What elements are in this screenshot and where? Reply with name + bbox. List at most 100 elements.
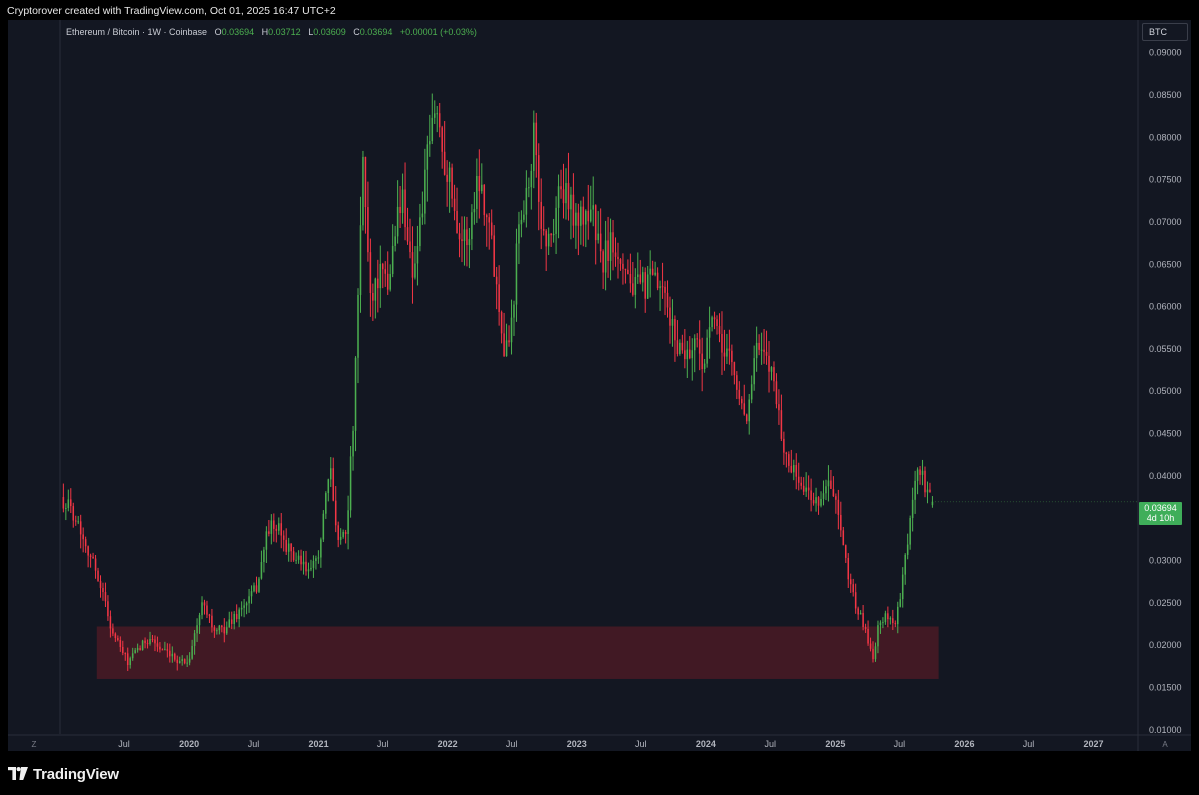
candle-body — [899, 599, 902, 607]
candle-body — [847, 557, 850, 580]
candle-body — [285, 539, 287, 552]
currency-badge[interactable]: BTC — [1142, 23, 1188, 41]
candle-body — [748, 399, 750, 422]
candle-body — [171, 653, 174, 657]
candle-body — [468, 239, 471, 246]
candle-body — [255, 585, 258, 592]
candle-body — [723, 352, 726, 357]
y-tick-label: 0.03000 — [1149, 556, 1182, 566]
candle-body — [295, 559, 297, 561]
candle-body — [161, 649, 164, 651]
candle-body — [755, 342, 758, 359]
candle-body — [743, 403, 746, 415]
candle-body — [577, 212, 580, 226]
candle-body — [790, 465, 793, 473]
candle-body — [607, 240, 609, 261]
candle-body — [211, 615, 213, 628]
candle-body — [372, 292, 374, 301]
candle-body — [867, 628, 869, 644]
candle-body — [178, 660, 181, 664]
legend-low-key: L — [308, 27, 314, 37]
candle-body — [466, 229, 468, 246]
candle-body — [684, 350, 686, 360]
candle-body — [671, 319, 674, 326]
candle-body — [166, 649, 169, 651]
candle-body — [181, 659, 183, 661]
legend-high-key: H — [261, 27, 269, 37]
candle-body — [312, 560, 315, 568]
legend-close-key: C — [353, 27, 360, 37]
legend-change: +0.00001 (+0.03%) — [399, 27, 477, 37]
candle-body — [250, 591, 253, 597]
candle-body — [92, 556, 94, 559]
candle-body — [508, 340, 510, 343]
candle-body — [495, 276, 498, 285]
candle-body — [822, 493, 825, 499]
candle-body — [265, 531, 268, 550]
candle-body — [929, 489, 931, 493]
candle-body — [877, 625, 879, 647]
x-tick-label: 2023 — [567, 739, 587, 749]
candle-body — [374, 278, 377, 301]
candle-body — [897, 606, 899, 625]
candle-body — [498, 284, 500, 312]
candle-body — [243, 605, 245, 608]
candle-body — [505, 340, 508, 357]
candle-body — [535, 122, 538, 156]
candle-body — [389, 273, 391, 290]
candle-body — [547, 233, 550, 247]
symbol-legend: Ethereum / Bitcoin · 1W · Coinbase O0.03… — [66, 27, 477, 37]
candle-body — [736, 375, 738, 390]
candle-body — [788, 454, 790, 466]
candlestick-chart[interactable]: 0.09000 0.08500 0.08000 0.07500 0.07000 0.065… — [8, 20, 1191, 751]
candle-body — [815, 497, 817, 504]
candle-body — [337, 525, 339, 540]
candle-body — [674, 319, 676, 341]
candle-body — [773, 367, 775, 382]
candle-body — [627, 269, 629, 274]
candle-body — [478, 176, 481, 192]
last-price: 0.03694 — [1144, 503, 1177, 513]
candle-body — [716, 319, 718, 327]
candle-body — [235, 613, 238, 620]
y-tick-label: 0.02500 — [1149, 598, 1182, 608]
candle-body — [193, 633, 196, 646]
candle-body — [253, 585, 255, 592]
candle-body — [330, 468, 332, 480]
candle-body — [221, 625, 223, 628]
candle-body — [94, 558, 97, 571]
candle-body — [817, 497, 820, 506]
tradingview-logo[interactable]: TradingView — [8, 765, 119, 783]
candle-body — [164, 649, 166, 651]
candle-body — [904, 554, 906, 575]
candle-body — [931, 501, 934, 506]
candle-body — [661, 286, 664, 288]
candle-body — [396, 206, 399, 237]
candle-body — [872, 648, 874, 660]
y-tick-label: 0.06000 — [1149, 302, 1182, 312]
candle-body — [114, 633, 117, 639]
candle-body — [109, 616, 112, 629]
candle-body — [864, 627, 867, 629]
candle-body — [62, 497, 65, 509]
candle-body — [70, 499, 72, 507]
candle-body — [238, 609, 240, 620]
candle-body — [317, 557, 320, 559]
candle-body — [656, 272, 659, 289]
candle-body — [287, 543, 290, 552]
candle-body — [602, 251, 604, 273]
candle-body — [391, 245, 394, 274]
candle-body — [438, 113, 441, 128]
candle-body — [233, 613, 235, 624]
candle-body — [332, 468, 335, 501]
candle-body — [753, 358, 755, 385]
candle-body — [703, 363, 706, 370]
candle-body — [84, 539, 87, 547]
chart-panel[interactable]: 0.09000 0.08500 0.08000 0.07500 0.07000 0.065… — [8, 20, 1191, 751]
candle-body — [216, 630, 218, 632]
candle-body — [901, 574, 904, 600]
candle-body — [540, 201, 542, 229]
candle-body — [453, 198, 456, 211]
candle-body — [483, 184, 486, 216]
candle-body — [156, 643, 159, 647]
